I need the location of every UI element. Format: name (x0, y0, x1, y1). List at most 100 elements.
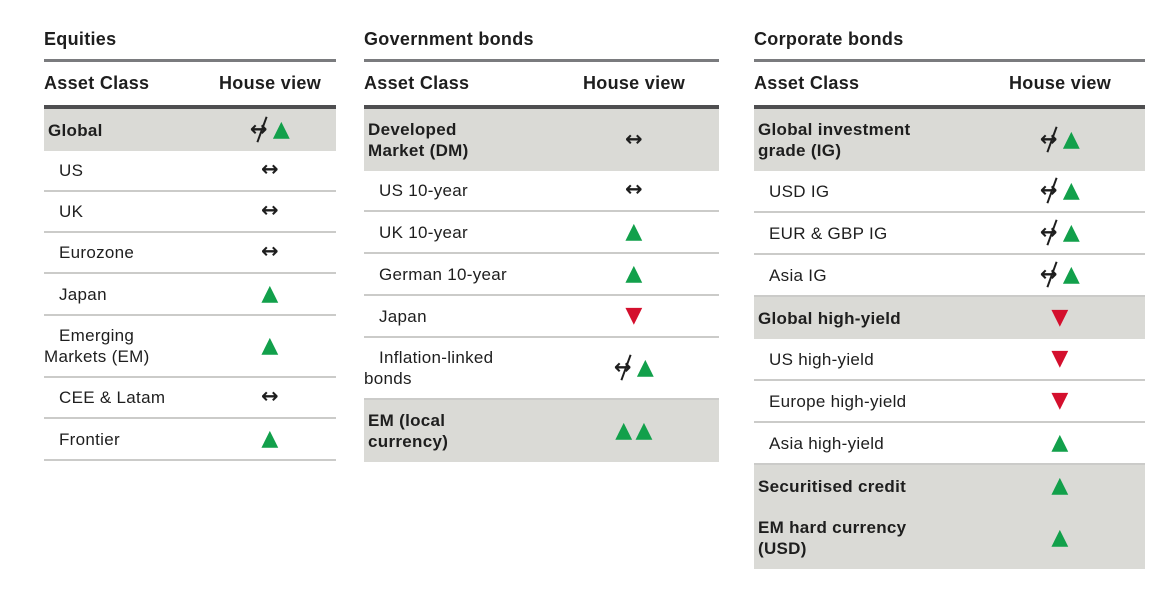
asset-class-label: German 10-year (379, 264, 507, 284)
asset-class-label: Emerging Markets (EM) (44, 326, 150, 366)
asset-class-label: Japan (59, 284, 107, 304)
asset-class-label: EM (local currency) (368, 411, 449, 451)
asset-class-label: Europe high-yield (769, 391, 907, 411)
asset-class-column-header: Asset Class (44, 73, 150, 93)
asset-class-label: Asia IG (769, 265, 827, 285)
house-view-up-icon: ▲ (272, 117, 291, 142)
house-view-cell: ▲ (975, 475, 1145, 497)
table-row: US high-yield ▼ (754, 339, 1145, 381)
house-view-cell: ↔ ▲ (975, 177, 1145, 203)
house-view-up-icon: ▲ (635, 418, 653, 443)
house-view-cell: ↔ (549, 126, 719, 151)
house-view-neutral-crossed-icon: ↔ (613, 354, 632, 379)
table-row: EM hard currency (USD) ▲ (754, 507, 1145, 569)
house-view-tables: Equities Asset Class House view Global ↔ ▲ US ↔… (0, 0, 1163, 569)
asset-class-label: US high-yield (769, 349, 875, 369)
table-government-bonds: Government bonds Asset Class House view Dev… (364, 28, 719, 462)
table-equities: Equities Asset Class House view Global ↔ ▲ US ↔… (44, 28, 336, 461)
house-view-cell: ↔ (204, 157, 336, 181)
house-view-cell: ▼ (975, 307, 1145, 329)
house-view-cell: ▲ (204, 428, 336, 450)
house-view-cell: ↔ ▲ (549, 354, 719, 379)
table-row: UK 10-year ▲ (364, 212, 719, 254)
asset-class-label: Global investment grade (IG) (758, 120, 911, 160)
table-corporate-bonds: Corporate bonds Asset Class House view Glob… (754, 28, 1145, 569)
asset-class-label: Asia high-yield (769, 433, 885, 453)
asset-class-label: UK 10-year (379, 222, 468, 242)
table-row: Asia IG ↔ ▲ (754, 255, 1145, 297)
house-view-neutral-icon: ↔ (261, 239, 279, 263)
house-view-up-icon: ▲ (1051, 430, 1069, 455)
house-view-neutral-crossed-icon: ↔ (1039, 177, 1058, 202)
table-row: Global investment grade (IG) ↔ ▲ (754, 109, 1145, 171)
house-view-up-icon: ▲ (261, 281, 279, 306)
table-row: USD IG ↔ ▲ (754, 171, 1145, 213)
house-view-up-icon: ▲ (625, 261, 643, 286)
table-row: Asia high-yield ▲ (754, 423, 1145, 465)
house-view-cell: ▼ (975, 390, 1145, 412)
table-row: UK ↔ (44, 192, 336, 233)
table-row: EM (local currency) ▲ ▲ (364, 400, 719, 462)
table-row: US ↔ (44, 151, 336, 192)
house-view-cell: ▼ (549, 305, 719, 327)
asset-class-label: EM hard currency (USD) (758, 518, 907, 558)
house-view-neutral-crossed-icon: ↔ (1039, 219, 1058, 244)
asset-class-label: US 10-year (379, 181, 468, 200)
asset-class-column-header: Asset Class (364, 73, 470, 93)
table-row: US 10-year ↔ (364, 171, 719, 212)
house-view-cell: ▲ (975, 527, 1145, 549)
house-view-cell: ↔ ▲ (975, 261, 1145, 287)
house-view-neutral-icon: ↔ (625, 177, 643, 201)
house-view-neutral-icon: ↔ (625, 126, 643, 151)
asset-class-label: US (59, 161, 84, 180)
asset-class-label: UK (59, 202, 84, 221)
house-view-cell: ↔ ▲ (204, 116, 336, 142)
house-view-up-icon: ▲ (1062, 262, 1081, 287)
table-row: Frontier ▲ (44, 419, 336, 461)
house-view-neutral-crossed-icon: ↔ (1039, 261, 1058, 286)
house-view-neutral-crossed-icon: ↔ (1039, 126, 1058, 151)
column-header-row: Asset Class House view (44, 62, 336, 109)
house-view-cell: ↔ ▲ (975, 219, 1145, 244)
asset-class-label: Global (48, 120, 103, 140)
house-view-down-icon: ▼ (1051, 346, 1069, 371)
asset-class-label: Developed Market (DM) (368, 120, 469, 160)
house-view-cell: ▲ ▲ (549, 420, 719, 442)
house-view-cell: ▼ (975, 348, 1145, 370)
house-view-up-icon: ▲ (1051, 473, 1069, 498)
table-title: Corporate bonds (754, 28, 1145, 62)
table-row: Europe high-yield ▼ (754, 381, 1145, 423)
house-view-cell: ▲ (549, 263, 719, 285)
asset-class-label: Japan (379, 306, 427, 326)
house-view-up-icon: ▲ (1062, 178, 1081, 203)
house-view-neutral-icon: ↔ (261, 198, 279, 222)
table-row: Securitised credit ▲ (754, 465, 1145, 507)
asset-class-label: Frontier (59, 429, 120, 449)
house-view-down-icon: ▼ (1051, 388, 1069, 413)
house-view-up-icon: ▲ (625, 219, 643, 244)
table-row: Emerging Markets (EM) ▲ (44, 316, 336, 378)
house-view-cell: ↔ (204, 198, 336, 222)
house-view-neutral-icon: ↔ (261, 384, 279, 408)
house-view-up-icon: ▲ (261, 333, 279, 358)
house-view-neutral-crossed-icon: ↔ (249, 116, 268, 141)
asset-class-label: EUR & GBP IG (769, 223, 888, 243)
asset-class-label: Eurozone (59, 243, 135, 262)
table-row: Global high-yield ▼ (754, 297, 1145, 339)
house-view-up-icon: ▲ (261, 426, 279, 451)
house-view-cell: ▲ (549, 221, 719, 243)
house-view-column-header: House view (218, 73, 322, 93)
column-header-row: Asset Class House view (364, 62, 719, 109)
column-header-row: Asset Class House view (754, 62, 1145, 109)
house-view-cell: ▲ (204, 335, 336, 357)
asset-class-label: Inflation-linked bonds (364, 348, 494, 388)
table-row: Inflation-linked bonds ↔ ▲ (364, 338, 719, 400)
asset-class-label: Global high-yield (758, 308, 901, 328)
house-view-cell: ↔ (549, 177, 719, 201)
house-view-column-header: House view (1008, 73, 1112, 93)
house-view-up-icon: ▲ (1051, 525, 1069, 550)
asset-class-column-header: Asset Class (754, 73, 860, 93)
table-title: Government bonds (364, 28, 719, 62)
asset-class-label: USD IG (769, 181, 830, 201)
house-view-neutral-icon: ↔ (261, 157, 279, 181)
